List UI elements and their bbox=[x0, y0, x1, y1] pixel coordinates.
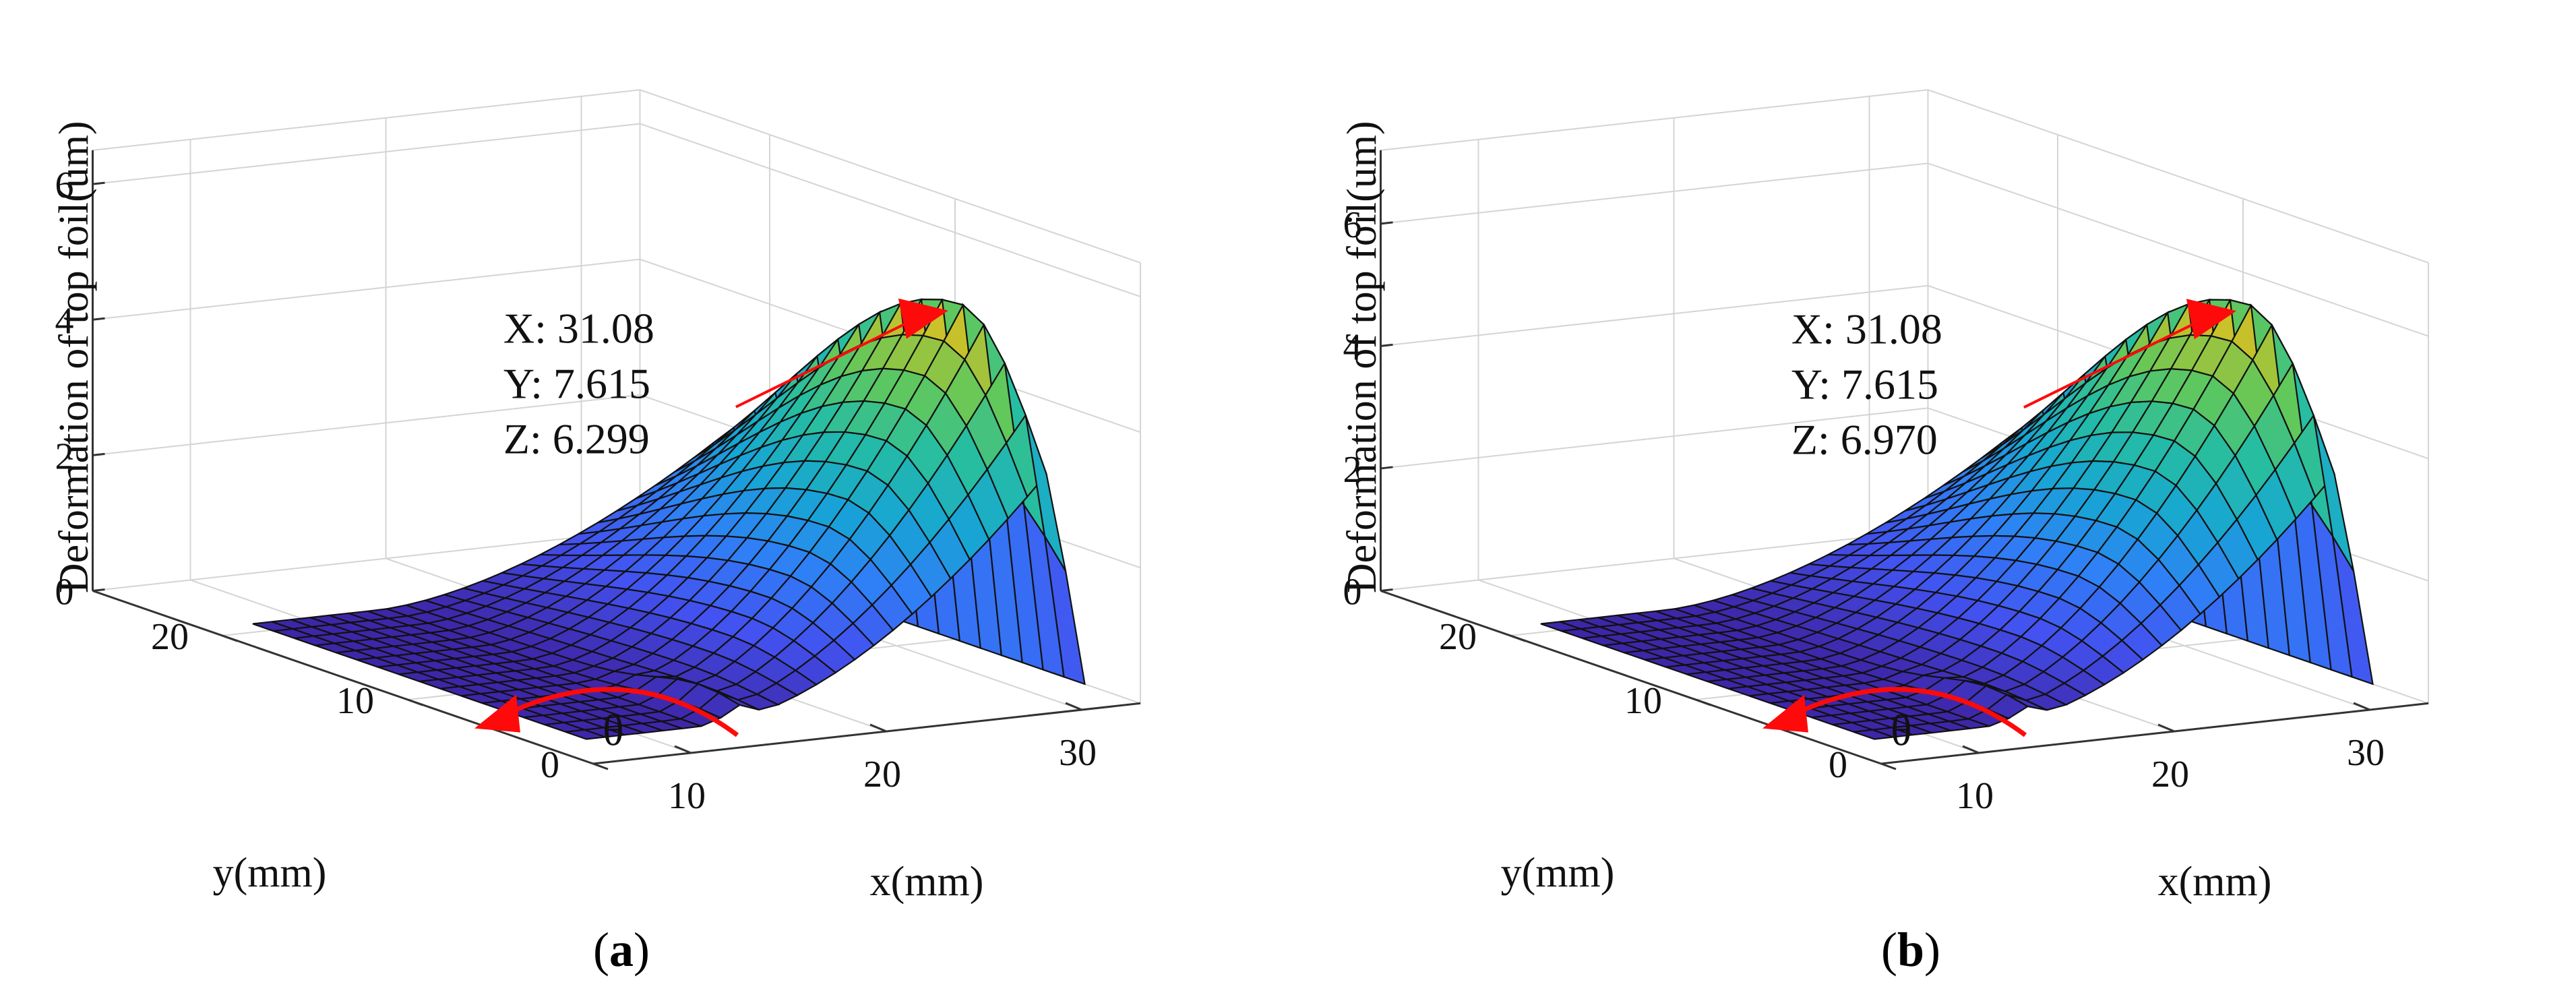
panel-b: 0 2 4 6 0 10 20 10 20 30 Deformation of top foil(u… bbox=[1288, 0, 2576, 1003]
z-axis-label: Deformation of top foil(um) bbox=[1339, 121, 1385, 593]
x-axis-label: x(mm) bbox=[870, 859, 984, 905]
z-tick-label: 6 bbox=[1343, 204, 1362, 246]
panel-a: 0 2 4 6 0 10 20 10 20 30 Deformation of top foil(u… bbox=[51, 89, 1141, 977]
y-axis-line bbox=[1380, 590, 1882, 765]
x-tick-label: 20 bbox=[863, 754, 901, 795]
x-tick bbox=[869, 723, 887, 733]
box-edge bbox=[640, 89, 1141, 264]
surface-mesh bbox=[1540, 299, 2374, 740]
y-tick bbox=[592, 762, 609, 770]
y-axis-line bbox=[92, 590, 594, 765]
surface-cell bbox=[1044, 536, 1086, 686]
datatip-arrow-line bbox=[2023, 315, 2210, 409]
x-tick-label: 10 bbox=[668, 775, 706, 817]
x-tick bbox=[674, 745, 692, 754]
datatip-y: Y: 7.615 bbox=[1791, 360, 1938, 408]
box-edge bbox=[1380, 89, 1928, 151]
x-tick bbox=[2157, 723, 2175, 733]
axes: 0 2 4 6 0 10 20 10 20 30 Deformation of top foil(u… bbox=[1339, 121, 2429, 905]
datatip-arrow-line bbox=[735, 314, 922, 408]
z-tick bbox=[1380, 466, 1393, 470]
y-tick-label: 20 bbox=[1439, 616, 1477, 658]
y-tick-label: 0 bbox=[1829, 744, 1847, 786]
x-tick-label: 30 bbox=[2347, 732, 2385, 774]
z-tick bbox=[1380, 343, 1393, 347]
surface-plot-a: 0 2 4 6 0 10 20 10 20 30 Deformation of top foil(u… bbox=[51, 89, 1141, 905]
y-tick bbox=[1695, 698, 1711, 706]
theta-annotation: θ bbox=[474, 687, 739, 756]
theta-annotation: θ bbox=[1762, 687, 2027, 756]
z-tick bbox=[92, 588, 105, 592]
y-axis-label: y(mm) bbox=[1501, 850, 1615, 896]
x-tick-label: 20 bbox=[2151, 754, 2189, 795]
datatip-z: Z: 6.970 bbox=[1791, 415, 1938, 463]
datatip-z: Z: 6.299 bbox=[503, 415, 650, 463]
theta-arc bbox=[500, 687, 739, 737]
box-edge bbox=[1928, 89, 2429, 264]
x-tick bbox=[1065, 702, 1082, 711]
theta-label: θ bbox=[1891, 706, 1912, 756]
y-tick-label: 20 bbox=[151, 616, 189, 658]
theta-arrowhead bbox=[1762, 694, 1808, 733]
axes: 0 2 4 6 0 10 20 10 20 30 Deformation of top foil(u… bbox=[51, 121, 1141, 905]
z-tick bbox=[92, 317, 105, 321]
panel-label-b: (b) bbox=[1881, 923, 1941, 977]
z-tick-label: 6 bbox=[55, 164, 74, 206]
x-tick-label: 30 bbox=[1059, 732, 1097, 774]
theta-arrowhead bbox=[474, 694, 520, 733]
x-axis-label: x(mm) bbox=[2158, 859, 2272, 905]
surface-mesh bbox=[252, 298, 1086, 740]
y-tick bbox=[407, 698, 423, 706]
x-tick-label: 10 bbox=[1956, 775, 1994, 817]
z-tick bbox=[92, 181, 105, 185]
surface-cell bbox=[2332, 536, 2374, 686]
z-tick bbox=[92, 452, 105, 456]
z-tick bbox=[1380, 588, 1393, 592]
z-tick-label: 4 bbox=[55, 300, 74, 342]
y-tick-label: 10 bbox=[336, 680, 374, 722]
datatip-arrowhead bbox=[2186, 299, 2236, 340]
y-axis-label: y(mm) bbox=[213, 850, 327, 896]
z-axis-label: Deformation of top foil(um) bbox=[51, 121, 97, 593]
z-tick-label: 0 bbox=[55, 572, 74, 613]
theta-arc bbox=[1788, 687, 2027, 737]
panel-label-a: (a) bbox=[593, 923, 650, 977]
z-tick-label: 2 bbox=[55, 435, 74, 477]
y-tick-label: 0 bbox=[541, 744, 559, 786]
box-edge bbox=[92, 89, 640, 151]
y-tick bbox=[1880, 762, 1897, 770]
datatip: X: 31.08 Y: 7.615 Z: 6.970 bbox=[1791, 299, 2236, 463]
y-tick bbox=[222, 634, 238, 642]
z-tick-label: 2 bbox=[1343, 449, 1362, 491]
grid-line-z bbox=[92, 123, 1141, 298]
x-tick bbox=[2353, 702, 2370, 711]
z-tick-label: 4 bbox=[1343, 326, 1362, 368]
datatip-x: X: 31.08 bbox=[1791, 305, 1942, 353]
datatip-arrowhead bbox=[898, 298, 948, 339]
datatip-x: X: 31.08 bbox=[503, 305, 654, 353]
theta-label: θ bbox=[603, 706, 624, 756]
z-tick-label: 0 bbox=[1343, 572, 1362, 613]
x-tick bbox=[1962, 745, 1980, 754]
x-axis-line bbox=[592, 702, 1141, 765]
datatip-y: Y: 7.615 bbox=[503, 360, 650, 408]
x-axis-line bbox=[1880, 702, 2429, 765]
surface-plot-b: 0 2 4 6 0 10 20 10 20 30 Deformation of top foil(u… bbox=[1339, 89, 2429, 905]
z-tick bbox=[1380, 221, 1393, 225]
y-tick-label: 10 bbox=[1624, 680, 1662, 722]
y-tick bbox=[1510, 634, 1526, 642]
datatip: X: 31.08 Y: 7.615 Z: 6.299 bbox=[503, 298, 948, 463]
